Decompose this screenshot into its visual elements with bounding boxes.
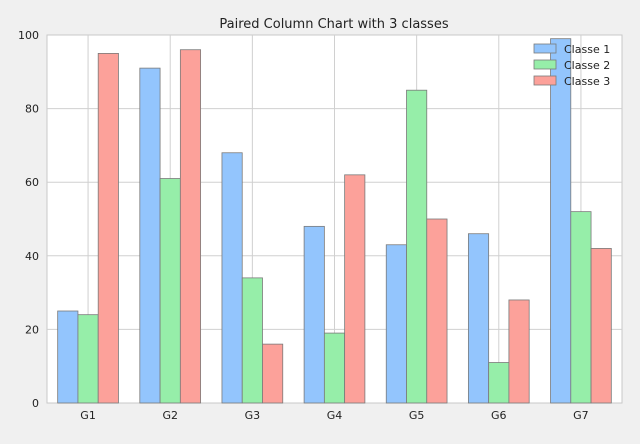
bar bbox=[488, 362, 510, 404]
bar bbox=[508, 299, 530, 404]
y-tick-label: 80 bbox=[25, 103, 39, 116]
x-tick-label: G7 bbox=[573, 409, 589, 422]
bar bbox=[344, 174, 366, 404]
bar bbox=[221, 152, 243, 404]
chart-title: Paired Column Chart with 3 classes bbox=[219, 17, 448, 32]
x-tick-label: G5 bbox=[409, 409, 425, 422]
legend-swatch bbox=[533, 75, 557, 86]
bar bbox=[77, 314, 99, 404]
bar bbox=[57, 310, 79, 404]
legend-label: Classe 2 bbox=[564, 59, 610, 72]
bars bbox=[57, 38, 612, 404]
x-tick-label: G4 bbox=[327, 409, 343, 422]
bar bbox=[303, 225, 325, 404]
legend-label: Classe 1 bbox=[564, 43, 610, 56]
x-tick-label: G1 bbox=[80, 409, 96, 422]
bar bbox=[570, 211, 592, 404]
y-tick-label: 40 bbox=[25, 250, 39, 263]
axis-labels: 0 20 40 60 80 100 G1 G2 G3 G4 G5 G6 G7 bbox=[18, 29, 589, 422]
bar bbox=[159, 178, 181, 404]
bar bbox=[97, 53, 119, 404]
bar bbox=[241, 277, 263, 404]
legend-swatch bbox=[533, 43, 557, 54]
y-tick-label: 20 bbox=[25, 323, 39, 336]
bar bbox=[179, 49, 202, 404]
legend: Classe 1 Classe 2 Classe 3 bbox=[533, 43, 610, 88]
bar bbox=[139, 67, 161, 404]
bar bbox=[426, 218, 448, 404]
legend-swatch bbox=[533, 59, 557, 70]
bar bbox=[590, 248, 612, 404]
bar bbox=[385, 244, 407, 404]
bar bbox=[406, 89, 428, 404]
x-tick-label: G6 bbox=[491, 409, 507, 422]
y-tick-label: 100 bbox=[18, 29, 39, 42]
bar bbox=[467, 233, 490, 404]
y-tick-label: 0 bbox=[32, 397, 39, 410]
bar bbox=[550, 38, 572, 404]
x-tick-label: G2 bbox=[162, 409, 178, 422]
bar bbox=[323, 332, 346, 404]
y-tick-label: 60 bbox=[25, 176, 39, 189]
x-tick-label: G3 bbox=[245, 409, 261, 422]
bar bbox=[262, 343, 284, 404]
legend-label: Classe 3 bbox=[564, 75, 610, 88]
